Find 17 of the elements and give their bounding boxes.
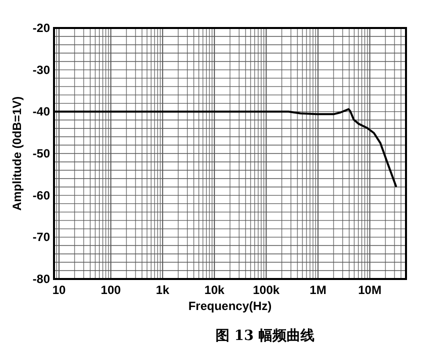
y-axis-title: Amplitude (0dB=1V) xyxy=(10,96,24,211)
y-tick-label: -50 xyxy=(32,146,50,160)
y-tick-label: -30 xyxy=(32,62,50,77)
x-tick-label: 1k xyxy=(156,283,170,297)
x-axis-title: Frequency(Hz) xyxy=(188,299,272,313)
y-tick-label: -20 xyxy=(32,21,50,35)
x-tick-label: 100k xyxy=(252,283,280,297)
caption: 图 13 幅频曲线 xyxy=(215,328,315,344)
y-tick-label: -70 xyxy=(32,230,50,244)
x-tick-label: 10 xyxy=(52,283,66,297)
x-tick-label: 100 xyxy=(100,283,122,297)
y-tick-label: -60 xyxy=(32,188,50,202)
x-tick-label: 10k xyxy=(204,283,225,297)
x-tick-label: 10M xyxy=(358,283,382,297)
y-tick-label: -40 xyxy=(32,104,50,119)
x-tick-label: 1M xyxy=(310,283,326,297)
y-tick-label: -80 xyxy=(32,272,50,286)
